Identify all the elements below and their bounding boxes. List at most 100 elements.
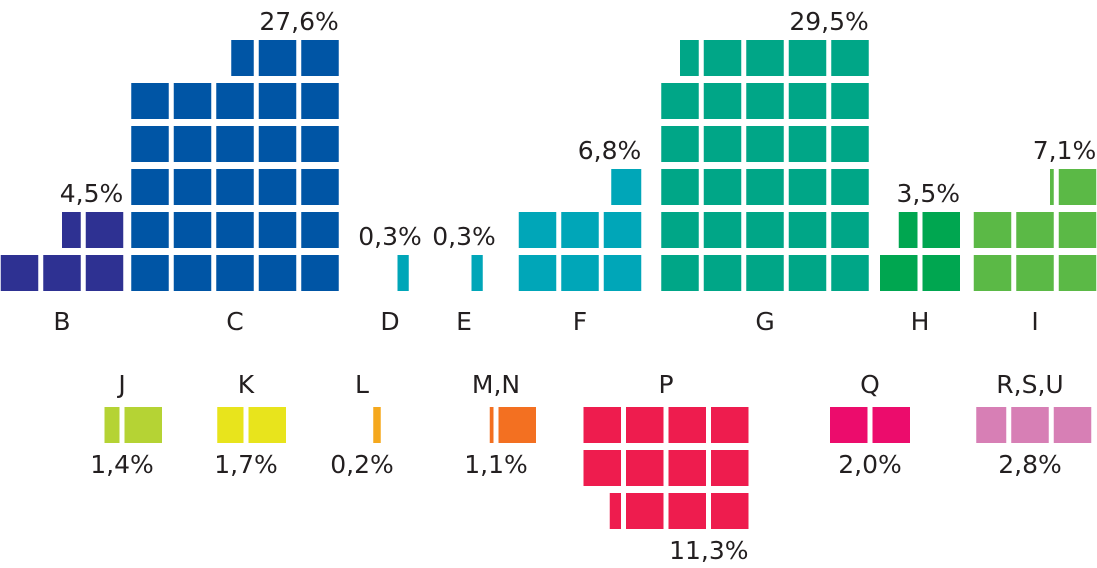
waffle-square [922, 212, 960, 248]
category-label: K [238, 370, 255, 399]
category-label: G [755, 307, 774, 336]
waffle-square [216, 255, 254, 291]
waffle-square [301, 40, 339, 76]
waffle-square [124, 407, 162, 443]
category-label: D [380, 307, 399, 336]
waffle-square [626, 450, 664, 486]
waffle-square [518, 255, 557, 291]
waffle-square [746, 255, 784, 291]
waffle-square [258, 255, 297, 291]
waffle-square [680, 40, 699, 76]
waffle-square [711, 493, 749, 529]
waffle-square [0, 255, 39, 291]
waffle-square [43, 255, 81, 291]
waffle-square [880, 255, 918, 291]
waffle-square [489, 407, 494, 443]
waffle-square [831, 212, 869, 248]
waffle-square [258, 212, 297, 248]
waffle-square [831, 83, 869, 119]
waffle-square [561, 212, 599, 248]
waffle-square [62, 212, 81, 248]
waffle-square [661, 126, 699, 162]
waffle-square [131, 126, 169, 162]
waffle-square [173, 83, 212, 119]
waffle-square [831, 169, 869, 205]
waffle-square [231, 40, 254, 76]
category-label: E [456, 307, 472, 336]
waffle-square [973, 212, 1012, 248]
waffle-square [661, 83, 699, 119]
waffle-square [301, 169, 339, 205]
waffle-square [1016, 255, 1054, 291]
waffle-square [668, 493, 706, 529]
waffle-square [131, 212, 169, 248]
waffle-square [746, 83, 784, 119]
waffle-square [498, 407, 536, 443]
category-label: P [658, 370, 673, 399]
waffle-square [85, 212, 124, 248]
waffle-square [248, 407, 286, 443]
waffle-square [626, 493, 664, 529]
waffle-square [561, 255, 599, 291]
waffle-square [746, 212, 784, 248]
value-label: 0,3% [432, 222, 496, 251]
value-label: 1,1% [464, 450, 528, 479]
waffle-square [1016, 212, 1054, 248]
waffle-square [85, 255, 124, 291]
value-label: 0,2% [330, 450, 394, 479]
waffle-square [301, 255, 339, 291]
category-label: J [116, 370, 125, 399]
waffle-square [661, 255, 699, 291]
waffle-square [216, 83, 254, 119]
value-label: 1,7% [214, 450, 278, 479]
waffle-square [703, 212, 742, 248]
waffle-square [397, 255, 409, 291]
waffle-square [898, 212, 918, 248]
waffle-square [788, 40, 827, 76]
value-label: 27,6% [259, 7, 338, 36]
category-label: R,S,U [996, 370, 1063, 399]
waffle-square [788, 126, 827, 162]
waffle-square [216, 169, 254, 205]
waffle-square [301, 126, 339, 162]
value-label: 29,5% [789, 7, 868, 36]
waffle-square [373, 407, 381, 443]
waffle-square [583, 450, 621, 486]
value-label: 2,8% [998, 450, 1062, 479]
waffle-square [1011, 407, 1049, 443]
waffle-square [173, 212, 212, 248]
waffle-square [1058, 255, 1097, 291]
waffle-square [831, 255, 869, 291]
waffle-square [711, 450, 749, 486]
waffle-square [611, 169, 642, 205]
waffle-square [830, 407, 868, 443]
waffle-square [131, 83, 169, 119]
waffle-square [1058, 212, 1097, 248]
waffle-square [976, 407, 1007, 443]
waffle-square [661, 169, 699, 205]
waffle-square [703, 83, 742, 119]
value-label: 1,4% [90, 450, 154, 479]
category-label: L [355, 370, 369, 399]
category-label: I [1031, 307, 1038, 336]
waffle-square [258, 169, 297, 205]
waffle-square [788, 212, 827, 248]
waffle-square [668, 450, 706, 486]
waffle-square [131, 169, 169, 205]
category-label: B [53, 307, 70, 336]
waffle-square [626, 407, 664, 443]
waffle-square [746, 169, 784, 205]
value-label: 3,5% [896, 179, 960, 208]
category-label: F [573, 307, 587, 336]
value-label: 7,1% [1033, 136, 1097, 165]
waffle-square [703, 40, 742, 76]
waffle-square [301, 212, 339, 248]
waffle-square [703, 169, 742, 205]
waffle-square [258, 126, 297, 162]
waffle-square [703, 126, 742, 162]
waffle-square [788, 255, 827, 291]
waffle-square [603, 255, 642, 291]
waffle-square [104, 407, 120, 443]
waffle-square [216, 212, 254, 248]
